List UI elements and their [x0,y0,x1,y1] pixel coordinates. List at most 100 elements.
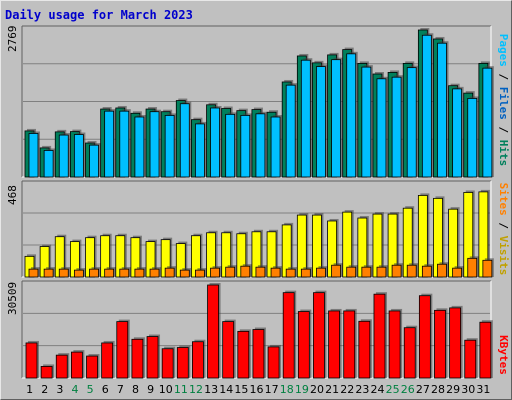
kbytes-bar [70,351,83,379]
files-bar [255,113,266,178]
files-bar [225,113,236,178]
sites-bar [240,265,251,278]
files-bar [240,115,251,178]
visits-sites-legend-separator: / [497,216,510,236]
files-bar [421,34,432,178]
sites-bar [28,268,39,278]
day-label: 29 [446,383,460,396]
hits-files-y-max: 2769 [6,26,19,53]
visits-sites-legend: Sites / Visits [497,183,510,276]
day-label: 4 [71,383,78,396]
sites-bar [255,266,266,278]
kbytes-bar [267,346,280,379]
kbytes-bar [343,310,356,379]
files-bar [406,67,417,178]
files-bar [391,76,402,178]
kbytes-bar [161,348,174,379]
files-bar [361,66,372,178]
kbytes-bar [282,292,295,379]
kbytes-bar [297,311,310,379]
sites-bar [482,259,493,278]
files-bar [149,111,160,178]
kbytes-bar [418,295,431,379]
day-label: 6 [102,383,109,396]
sites-bar [376,266,387,278]
sites-bar [331,264,341,278]
sites-bar [270,267,281,278]
day-label: 25 [386,383,400,396]
sites-bar [89,268,99,278]
sites-bar [346,266,357,278]
files-bar [195,123,205,178]
day-label: 18 [280,383,294,396]
sites-bar [179,269,190,278]
sites-bar [58,268,69,278]
day-label: 10 [159,383,173,396]
sites-bar [195,269,205,278]
day-label: 27 [416,383,430,396]
sites-bar [316,267,326,278]
day-label: 21 [325,383,339,396]
sites-bar [73,269,84,278]
day-label: 15 [234,383,248,396]
kbytes-legend-part: KBytes [497,335,510,375]
hits-files-legend-part: Files [497,87,510,120]
sites-bar [452,267,463,278]
sites-bar [421,265,432,278]
visits-sites-y-max: 468 [6,185,19,205]
sites-bar [391,264,402,278]
sites-bar [134,268,145,278]
sites-bar [437,263,447,278]
kbytes-legend: KBytes [497,335,510,375]
kbytes-bar [237,330,250,379]
hits-files-legend-separator: / [497,120,510,140]
kbytes-bar [146,336,159,379]
kbytes-bar [55,354,68,379]
day-label: 19 [295,383,309,396]
day-label: 22 [340,383,354,396]
files-bar [346,53,357,178]
files-bar [437,42,447,178]
day-label: 14 [219,383,233,396]
kbytes-bar [449,307,462,379]
kbytes-bar [479,321,492,379]
files-bar [28,133,39,178]
files-bar [164,115,175,178]
day-label: 5 [87,383,94,396]
files-bar [467,98,478,178]
files-bar [119,110,130,178]
files-bar [134,116,145,178]
sites-bar [300,268,311,278]
files-bar [300,59,311,178]
kbytes-bar [373,293,386,379]
files-bar [43,150,54,178]
day-label: 28 [431,383,445,396]
kbytes-bar [131,338,144,379]
kbytes-bar [222,321,235,379]
kbytes-y-max: 30509 [6,282,19,315]
sites-bar [104,268,115,278]
day-label: 11 [174,383,188,396]
sites-bar [467,257,478,278]
visits-sites-legend-part: Sites [497,183,510,216]
day-label: 26 [401,383,415,396]
files-bar [331,59,341,178]
kbytes-bar [207,284,219,379]
day-label: 24 [371,383,385,396]
kbytes-bar [434,309,446,379]
kbytes-bar [403,327,416,379]
sites-bar [210,267,220,278]
files-bar [104,110,115,178]
kbytes-bar [40,366,53,379]
sites-bar [406,264,417,278]
sites-bar [361,266,372,278]
kbytes-bar [101,342,114,379]
sites-bar [164,267,175,278]
kbytes-bar [176,347,189,379]
files-bar [210,107,220,178]
kbytes-bar [464,339,477,379]
files-bar [58,134,69,178]
files-bar [376,78,387,178]
day-label: 17 [265,383,279,396]
files-bar [179,103,190,178]
